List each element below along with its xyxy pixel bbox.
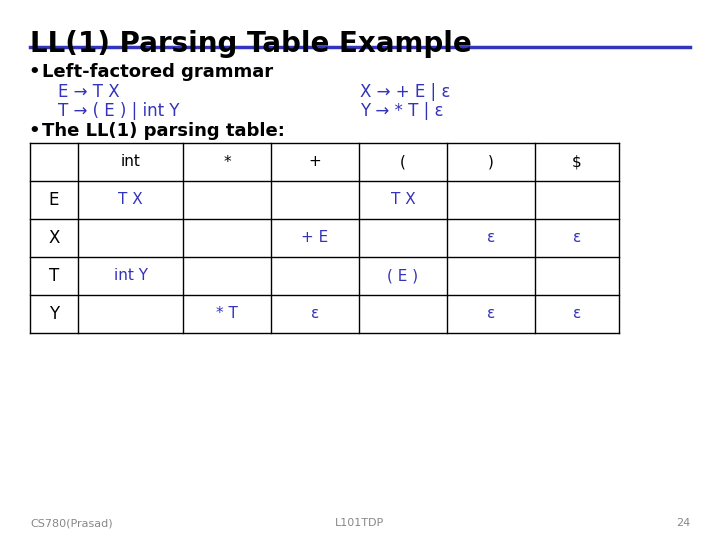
Text: Y → * T | ε: Y → * T | ε bbox=[360, 102, 444, 120]
Text: int Y: int Y bbox=[114, 268, 148, 284]
Text: Left-factored grammar: Left-factored grammar bbox=[42, 63, 273, 81]
Text: LL(1) Parsing Table Example: LL(1) Parsing Table Example bbox=[30, 30, 472, 58]
Text: $: $ bbox=[572, 154, 582, 170]
Text: int: int bbox=[120, 154, 140, 170]
Text: T X: T X bbox=[391, 192, 415, 207]
Text: E → T X: E → T X bbox=[58, 83, 120, 101]
Text: T X: T X bbox=[118, 192, 143, 207]
Text: L101TDP: L101TDP bbox=[336, 518, 384, 528]
Text: E: E bbox=[49, 191, 59, 209]
Text: 24: 24 bbox=[676, 518, 690, 528]
Text: Y: Y bbox=[49, 305, 59, 323]
Text: + E: + E bbox=[302, 231, 328, 246]
Text: ε: ε bbox=[573, 231, 581, 246]
Text: T → ( E ) | int Y: T → ( E ) | int Y bbox=[58, 102, 179, 120]
Text: X: X bbox=[48, 229, 60, 247]
Text: •: • bbox=[28, 122, 40, 140]
Text: CS780(Prasad): CS780(Prasad) bbox=[30, 518, 112, 528]
Text: *: * bbox=[223, 154, 231, 170]
Text: ( E ): ( E ) bbox=[387, 268, 418, 284]
Text: * T: * T bbox=[216, 307, 238, 321]
Text: •: • bbox=[28, 63, 40, 81]
Text: +: + bbox=[309, 154, 321, 170]
Text: ε: ε bbox=[487, 231, 495, 246]
Text: ε: ε bbox=[573, 307, 581, 321]
Text: The LL(1) parsing table:: The LL(1) parsing table: bbox=[42, 122, 285, 140]
Text: T: T bbox=[49, 267, 59, 285]
Text: X → + E | ε: X → + E | ε bbox=[360, 83, 451, 101]
Text: ε: ε bbox=[487, 307, 495, 321]
Text: ε: ε bbox=[311, 307, 319, 321]
Text: (: ( bbox=[400, 154, 406, 170]
Text: ): ) bbox=[488, 154, 494, 170]
